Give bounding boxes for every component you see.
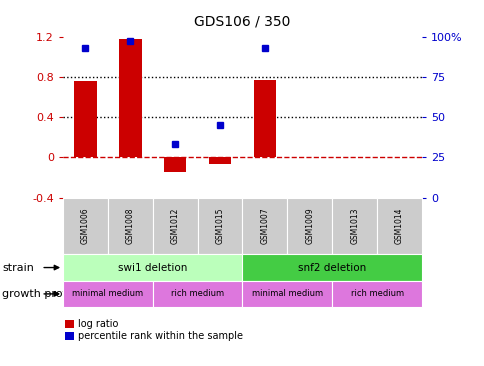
Text: log ratio: log ratio xyxy=(78,318,118,329)
Bar xyxy=(209,157,231,164)
Bar xyxy=(119,39,141,157)
Text: GDS106 / 350: GDS106 / 350 xyxy=(194,15,290,29)
Text: minimal medium: minimal medium xyxy=(72,290,143,298)
Text: rich medium: rich medium xyxy=(171,290,224,298)
Bar xyxy=(164,157,186,172)
Text: GSM1015: GSM1015 xyxy=(215,208,224,244)
Text: GSM1008: GSM1008 xyxy=(125,208,135,244)
Text: percentile rank within the sample: percentile rank within the sample xyxy=(78,331,242,341)
Text: strain: strain xyxy=(2,262,34,273)
Text: GSM1009: GSM1009 xyxy=(304,208,314,244)
Text: snf2 deletion: snf2 deletion xyxy=(298,262,365,273)
Text: GSM1012: GSM1012 xyxy=(170,208,180,244)
Bar xyxy=(253,80,275,157)
Text: GSM1013: GSM1013 xyxy=(349,208,359,244)
Text: GSM1014: GSM1014 xyxy=(394,208,403,244)
Text: minimal medium: minimal medium xyxy=(251,290,322,298)
Text: growth protocol: growth protocol xyxy=(2,289,90,299)
Text: GSM1007: GSM1007 xyxy=(260,208,269,244)
Text: GSM1006: GSM1006 xyxy=(81,208,90,244)
Text: swi1 deletion: swi1 deletion xyxy=(118,262,187,273)
Text: rich medium: rich medium xyxy=(350,290,403,298)
Bar xyxy=(74,81,96,157)
